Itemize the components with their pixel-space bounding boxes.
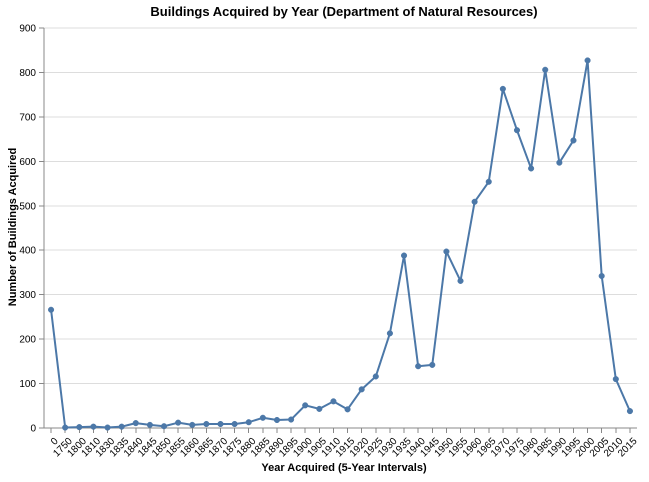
data-point-1885[interactable] — [259, 414, 266, 421]
data-point-1900[interactable] — [302, 402, 309, 409]
data-point-1950[interactable] — [443, 248, 450, 255]
data-point-1925[interactable] — [372, 373, 379, 380]
data-point-2010[interactable] — [612, 376, 619, 383]
y-tick-label: 800 — [19, 68, 36, 79]
data-point-1960[interactable] — [471, 198, 478, 205]
y-axis-ticks: 0 100 200 300 400 500 600 700 800 900 — [19, 24, 44, 435]
data-point-1870[interactable] — [217, 420, 224, 428]
data-point-1955[interactable] — [457, 277, 464, 284]
data-point-1845[interactable] — [146, 421, 153, 428]
data-point-1905[interactable] — [316, 405, 323, 412]
data-point-2000[interactable] — [584, 57, 591, 64]
data-point-2005[interactable] — [598, 272, 605, 280]
data-point-1915[interactable] — [344, 406, 351, 413]
data-points — [48, 57, 633, 431]
data-point-1840[interactable] — [132, 420, 139, 427]
y-tick-label: 600 — [19, 157, 36, 168]
data-point-1970[interactable] — [499, 85, 506, 92]
y-tick-label: 900 — [19, 24, 36, 35]
y-tick-label: 400 — [19, 246, 36, 257]
data-point-1985[interactable] — [542, 66, 549, 73]
data-point-1940[interactable] — [415, 363, 422, 370]
y-tick-label: 0 — [30, 424, 36, 435]
y-tick-label: 200 — [19, 335, 36, 346]
x-axis-ticks: 0175018001810183018351840184518501855186… — [49, 428, 640, 459]
data-point-2015[interactable] — [626, 408, 633, 415]
data-point-1895[interactable] — [288, 416, 295, 423]
data-point-1910[interactable] — [330, 398, 337, 405]
data-point-1935[interactable] — [400, 252, 408, 259]
data-point-1920[interactable] — [358, 386, 365, 393]
data-point-1880[interactable] — [245, 419, 252, 426]
data-point-1835[interactable] — [118, 423, 125, 430]
x-axis-title: Year Acquired (5-Year Intervals) — [261, 462, 427, 474]
y-axis-title: Number of Buildings Acquired — [7, 148, 19, 307]
data-series — [50, 59, 631, 429]
gridlines — [44, 27, 637, 429]
data-point-1860[interactable] — [189, 421, 196, 428]
data-point-1990[interactable] — [556, 159, 563, 166]
data-point-1930[interactable] — [386, 330, 393, 337]
y-tick-label: 300 — [19, 290, 36, 301]
series-line — [50, 59, 631, 429]
data-point-1800[interactable] — [76, 424, 83, 431]
data-point-1810[interactable] — [90, 423, 97, 430]
data-point-1890[interactable] — [273, 416, 281, 424]
data-point-1850[interactable] — [160, 423, 168, 430]
data-point-1995[interactable] — [570, 137, 577, 144]
data-point-1875[interactable] — [231, 420, 238, 428]
chart-title: Buildings Acquired by Year (Department o… — [150, 4, 537, 19]
data-point-1750[interactable] — [62, 424, 69, 431]
y-tick-label: 500 — [19, 201, 36, 212]
data-point-1830[interactable] — [104, 424, 111, 431]
data-point-1975[interactable] — [513, 127, 521, 134]
axes — [43, 28, 637, 429]
data-point-1980[interactable] — [528, 165, 535, 172]
data-point-1965[interactable] — [485, 178, 492, 185]
y-tick-label: 700 — [19, 112, 36, 123]
data-point-1945[interactable] — [429, 361, 436, 368]
data-point-0[interactable] — [48, 306, 55, 313]
data-point-1855[interactable] — [175, 419, 182, 426]
y-tick-label: 100 — [19, 379, 36, 390]
data-point-1865[interactable] — [203, 420, 210, 428]
